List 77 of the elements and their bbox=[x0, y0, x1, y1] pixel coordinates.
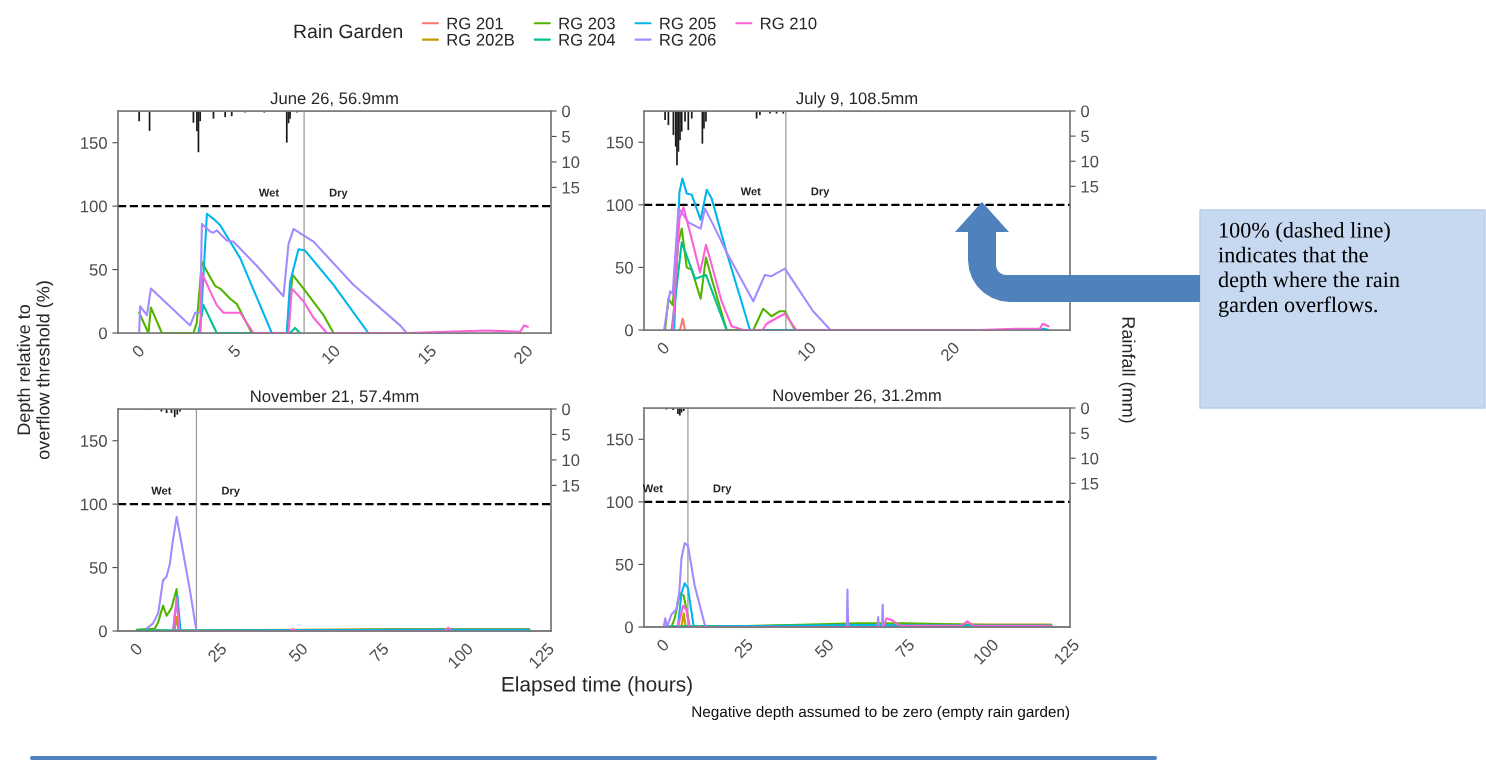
y-tick-label: 0 bbox=[98, 327, 107, 340]
x-tick-label: 0 bbox=[131, 344, 146, 359]
x-tick-label: 100 bbox=[447, 642, 474, 669]
y-tick-label: 100 bbox=[607, 199, 633, 212]
legend-label: RG 205 bbox=[660, 17, 716, 30]
legend-label: RG 206 bbox=[660, 33, 716, 46]
x-tick-label: 75 bbox=[369, 642, 390, 663]
y2-tick-label: 0 bbox=[562, 403, 571, 416]
annotation: Wet bbox=[642, 484, 663, 493]
x-tick-label: 100 bbox=[972, 638, 1000, 665]
x-tick-label: 15 bbox=[417, 344, 438, 365]
annotation: Dry bbox=[811, 187, 830, 198]
legend-label: RG 204 bbox=[559, 33, 616, 46]
y2-tick-label: 0 bbox=[562, 105, 571, 118]
legend-title: Rain Garden bbox=[294, 23, 402, 39]
y-tick-label: 50 bbox=[615, 261, 633, 274]
chart-title: November 21, 57.4mm bbox=[251, 389, 419, 405]
x-tick-label: 25 bbox=[733, 638, 754, 659]
x-tick-label: 10 bbox=[320, 344, 341, 365]
y2-tick-label: 15 bbox=[1081, 477, 1099, 490]
legend-label: RG 202B bbox=[447, 33, 514, 46]
y2-tick-label: 10 bbox=[562, 454, 580, 467]
y2-axis-title: Rainfall (mm) bbox=[1118, 317, 1136, 423]
x-tick-label: 75 bbox=[894, 638, 916, 659]
y2-tick-label: 5 bbox=[562, 131, 570, 143]
y-tick-label: 50 bbox=[89, 263, 107, 276]
y2-tick-label: 5 bbox=[562, 429, 570, 441]
y2-tick-label: 5 bbox=[1081, 130, 1089, 143]
annotation: Dry bbox=[329, 188, 348, 199]
y-tick-label: 100 bbox=[81, 498, 107, 511]
x-tick-label: 0 bbox=[656, 341, 671, 356]
y-tick-label: 100 bbox=[81, 200, 107, 213]
x-tick-label: 10 bbox=[796, 341, 817, 362]
y-tick-label: 150 bbox=[81, 137, 107, 149]
text: 100% (dashed line) indicates that the depth where the rain garden overflows. bbox=[1218, 222, 1400, 317]
y2-tick-label: 10 bbox=[1081, 155, 1099, 168]
y-tick-label: 150 bbox=[607, 433, 633, 446]
y2-tick-label: 10 bbox=[562, 156, 580, 169]
y-tick-label: 50 bbox=[615, 558, 633, 571]
x-tick-label: 0 bbox=[655, 638, 670, 653]
legend-label: RG 203 bbox=[559, 17, 615, 30]
y2-tick-label: 15 bbox=[1081, 180, 1099, 193]
chart-title: June 26, 56.9mm bbox=[270, 92, 398, 107]
x-tick-label: 20 bbox=[512, 344, 534, 365]
x-tick-label: 0 bbox=[129, 642, 144, 657]
y-tick-label: 0 bbox=[624, 324, 633, 337]
y2-tick-label: 0 bbox=[1081, 402, 1090, 415]
legend-label: RG 201 bbox=[447, 17, 503, 30]
y-tick-label: 150 bbox=[81, 435, 107, 447]
x-tick-label: 125 bbox=[1053, 638, 1080, 665]
x-axis-title: Elapsed time (hours) bbox=[502, 676, 692, 696]
y-tick-label: 0 bbox=[98, 625, 107, 638]
y2-tick-label: 0 bbox=[1081, 105, 1090, 118]
y2-tick-label: 15 bbox=[562, 479, 580, 492]
y-tick-label: 0 bbox=[624, 621, 633, 634]
y-tick-label: 50 bbox=[89, 561, 107, 574]
y2-tick-label: 15 bbox=[562, 181, 580, 194]
chart-title: November 26, 31.2mm bbox=[773, 388, 941, 404]
legend-label: RG 210 bbox=[761, 17, 817, 30]
x-tick-label: 25 bbox=[207, 642, 228, 663]
x-tick-label: 50 bbox=[287, 642, 309, 663]
annotation: Dry bbox=[713, 484, 732, 495]
x-tick-label: 20 bbox=[939, 341, 961, 362]
annotation: Wet bbox=[740, 187, 761, 196]
chart-title: July 9, 108.5mm bbox=[796, 91, 918, 108]
x-tick-label: 125 bbox=[528, 642, 555, 669]
text: Negative depth assumed to be zero (empty rain garden) bbox=[692, 705, 1070, 721]
y-axis-title: Depth relative to overflow threshold (%) bbox=[16, 281, 54, 460]
y-tick-label: 100 bbox=[607, 496, 633, 509]
annotation: Dry bbox=[222, 486, 240, 497]
y2-tick-label: 5 bbox=[1081, 427, 1089, 440]
annotation: Wet bbox=[151, 486, 172, 495]
y-tick-label: 150 bbox=[607, 136, 633, 149]
annotation: Wet bbox=[258, 188, 279, 197]
x-tick-label: 5 bbox=[227, 344, 242, 359]
x-tick-label: 50 bbox=[813, 638, 835, 659]
y2-tick-label: 10 bbox=[1081, 452, 1099, 465]
